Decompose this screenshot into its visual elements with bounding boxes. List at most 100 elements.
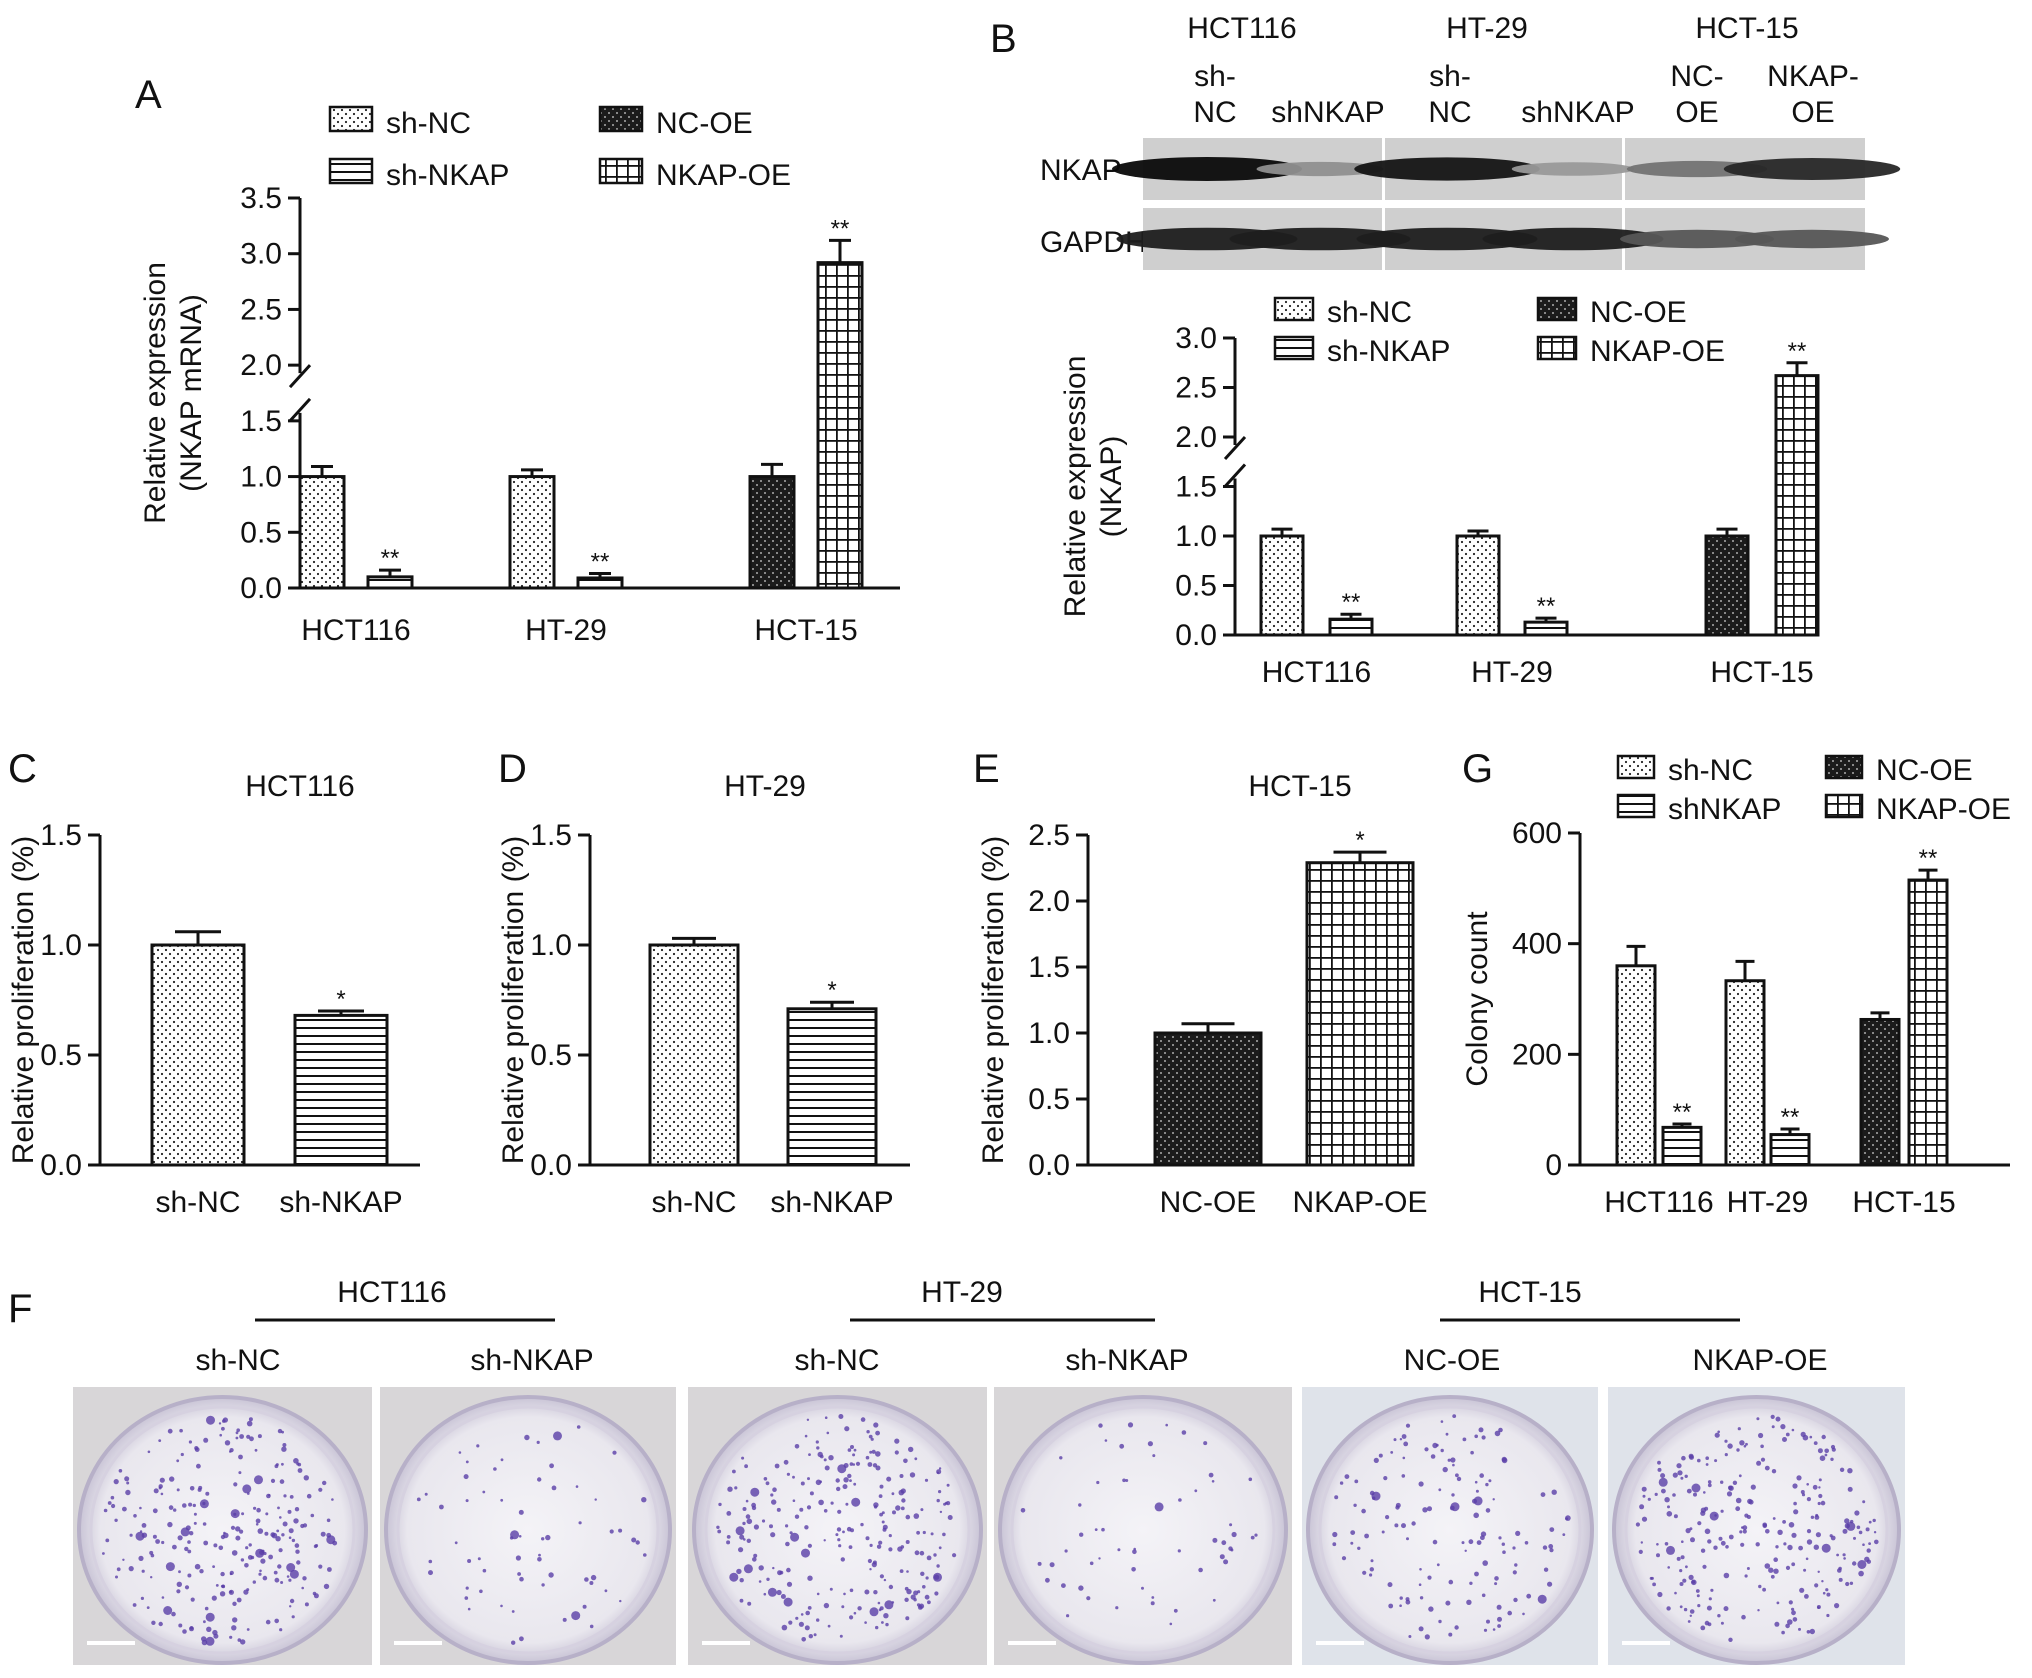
colony [1723, 1572, 1730, 1579]
colony [785, 1541, 790, 1547]
colony [1815, 1513, 1819, 1517]
y-tick-label: 0.5 [1028, 1083, 1070, 1116]
colony [1229, 1523, 1233, 1527]
significance-label: ** [1342, 589, 1361, 616]
colony [1661, 1488, 1666, 1494]
colony [1494, 1430, 1501, 1437]
colony [128, 1566, 134, 1572]
colony [1481, 1593, 1486, 1598]
legend-swatch [1616, 793, 1656, 819]
colony [933, 1553, 937, 1557]
colony [938, 1467, 942, 1470]
colony [913, 1513, 920, 1519]
colony [1461, 1541, 1465, 1545]
colony [845, 1502, 849, 1506]
colony [1739, 1440, 1745, 1446]
colony [1399, 1596, 1403, 1600]
chart-panel-e: HCT-15 0.0 0.5 1.0 1.5 2.0 2.5 Relative prolife… [977, 770, 1428, 1219]
colony [322, 1480, 327, 1486]
colony [264, 1531, 269, 1536]
colony [1783, 1542, 1787, 1546]
colony [734, 1486, 738, 1490]
colony [1496, 1604, 1502, 1610]
colony [1418, 1626, 1424, 1632]
colony [1873, 1531, 1877, 1534]
colony [141, 1532, 148, 1538]
colony [1802, 1434, 1809, 1441]
colony [1791, 1607, 1795, 1611]
colony [843, 1477, 849, 1483]
colony [879, 1574, 885, 1579]
colony [1497, 1616, 1502, 1622]
colony [1450, 1502, 1460, 1512]
colony [1497, 1624, 1501, 1628]
colony [1700, 1548, 1706, 1553]
colony [1773, 1557, 1778, 1562]
colony [1831, 1447, 1836, 1452]
colony [230, 1509, 240, 1519]
colony [428, 1559, 433, 1564]
colony [1788, 1600, 1793, 1605]
colony [259, 1569, 262, 1573]
colony [1440, 1448, 1444, 1453]
colony [1842, 1553, 1846, 1557]
colony [1369, 1490, 1375, 1496]
colony [1822, 1591, 1826, 1595]
colony [1705, 1463, 1709, 1466]
bar [1774, 374, 1820, 637]
colony [828, 1455, 834, 1461]
colony [1424, 1634, 1430, 1640]
colony [1485, 1508, 1491, 1513]
colony [158, 1621, 163, 1627]
colony [753, 1553, 758, 1558]
colony [914, 1457, 918, 1461]
colony [864, 1589, 870, 1595]
colony [1641, 1516, 1648, 1522]
colony [869, 1607, 879, 1617]
colony [1181, 1430, 1187, 1435]
colony [192, 1503, 196, 1508]
colony [1548, 1544, 1554, 1549]
colony [176, 1589, 181, 1594]
colony [1713, 1545, 1718, 1550]
colony [1868, 1520, 1872, 1524]
colony [323, 1583, 330, 1590]
chart-title: HCT116 [245, 770, 354, 803]
y-axis-label: (NKAP) [1095, 436, 1128, 538]
colony [235, 1526, 241, 1532]
colony [1353, 1503, 1357, 1508]
colony [1809, 1628, 1816, 1635]
colony [878, 1494, 883, 1498]
colony [853, 1482, 857, 1486]
colony [1151, 1596, 1155, 1599]
colony [1858, 1530, 1863, 1535]
bar [1615, 964, 1657, 1167]
colony [1378, 1453, 1383, 1458]
colony [879, 1484, 884, 1489]
colony [743, 1564, 753, 1574]
colony [1857, 1560, 1867, 1569]
colony [428, 1570, 433, 1576]
blot-lane-label: OE [1791, 96, 1834, 129]
colony [913, 1598, 917, 1602]
colony [1049, 1562, 1055, 1568]
colony [1679, 1605, 1683, 1609]
colony [173, 1508, 177, 1512]
colony [1454, 1625, 1459, 1630]
colony [289, 1495, 294, 1499]
significance-label: ** [1537, 593, 1556, 620]
colony [786, 1472, 791, 1476]
colony [1066, 1614, 1070, 1618]
colony [105, 1538, 110, 1543]
colony [883, 1613, 889, 1619]
colony [1466, 1599, 1472, 1606]
colony [1406, 1537, 1409, 1541]
colony [1714, 1514, 1717, 1517]
colony [1844, 1518, 1850, 1524]
blot-band [1511, 162, 1635, 176]
y-tick-label: 2.0 [240, 349, 282, 382]
bar [1153, 1031, 1263, 1167]
colony [276, 1529, 280, 1533]
colony [1350, 1530, 1356, 1535]
chart-panel-b: 0.0 0.5 1.0 1.5 2.0 2.5 3.0 Relative expression… [1059, 296, 1820, 689]
